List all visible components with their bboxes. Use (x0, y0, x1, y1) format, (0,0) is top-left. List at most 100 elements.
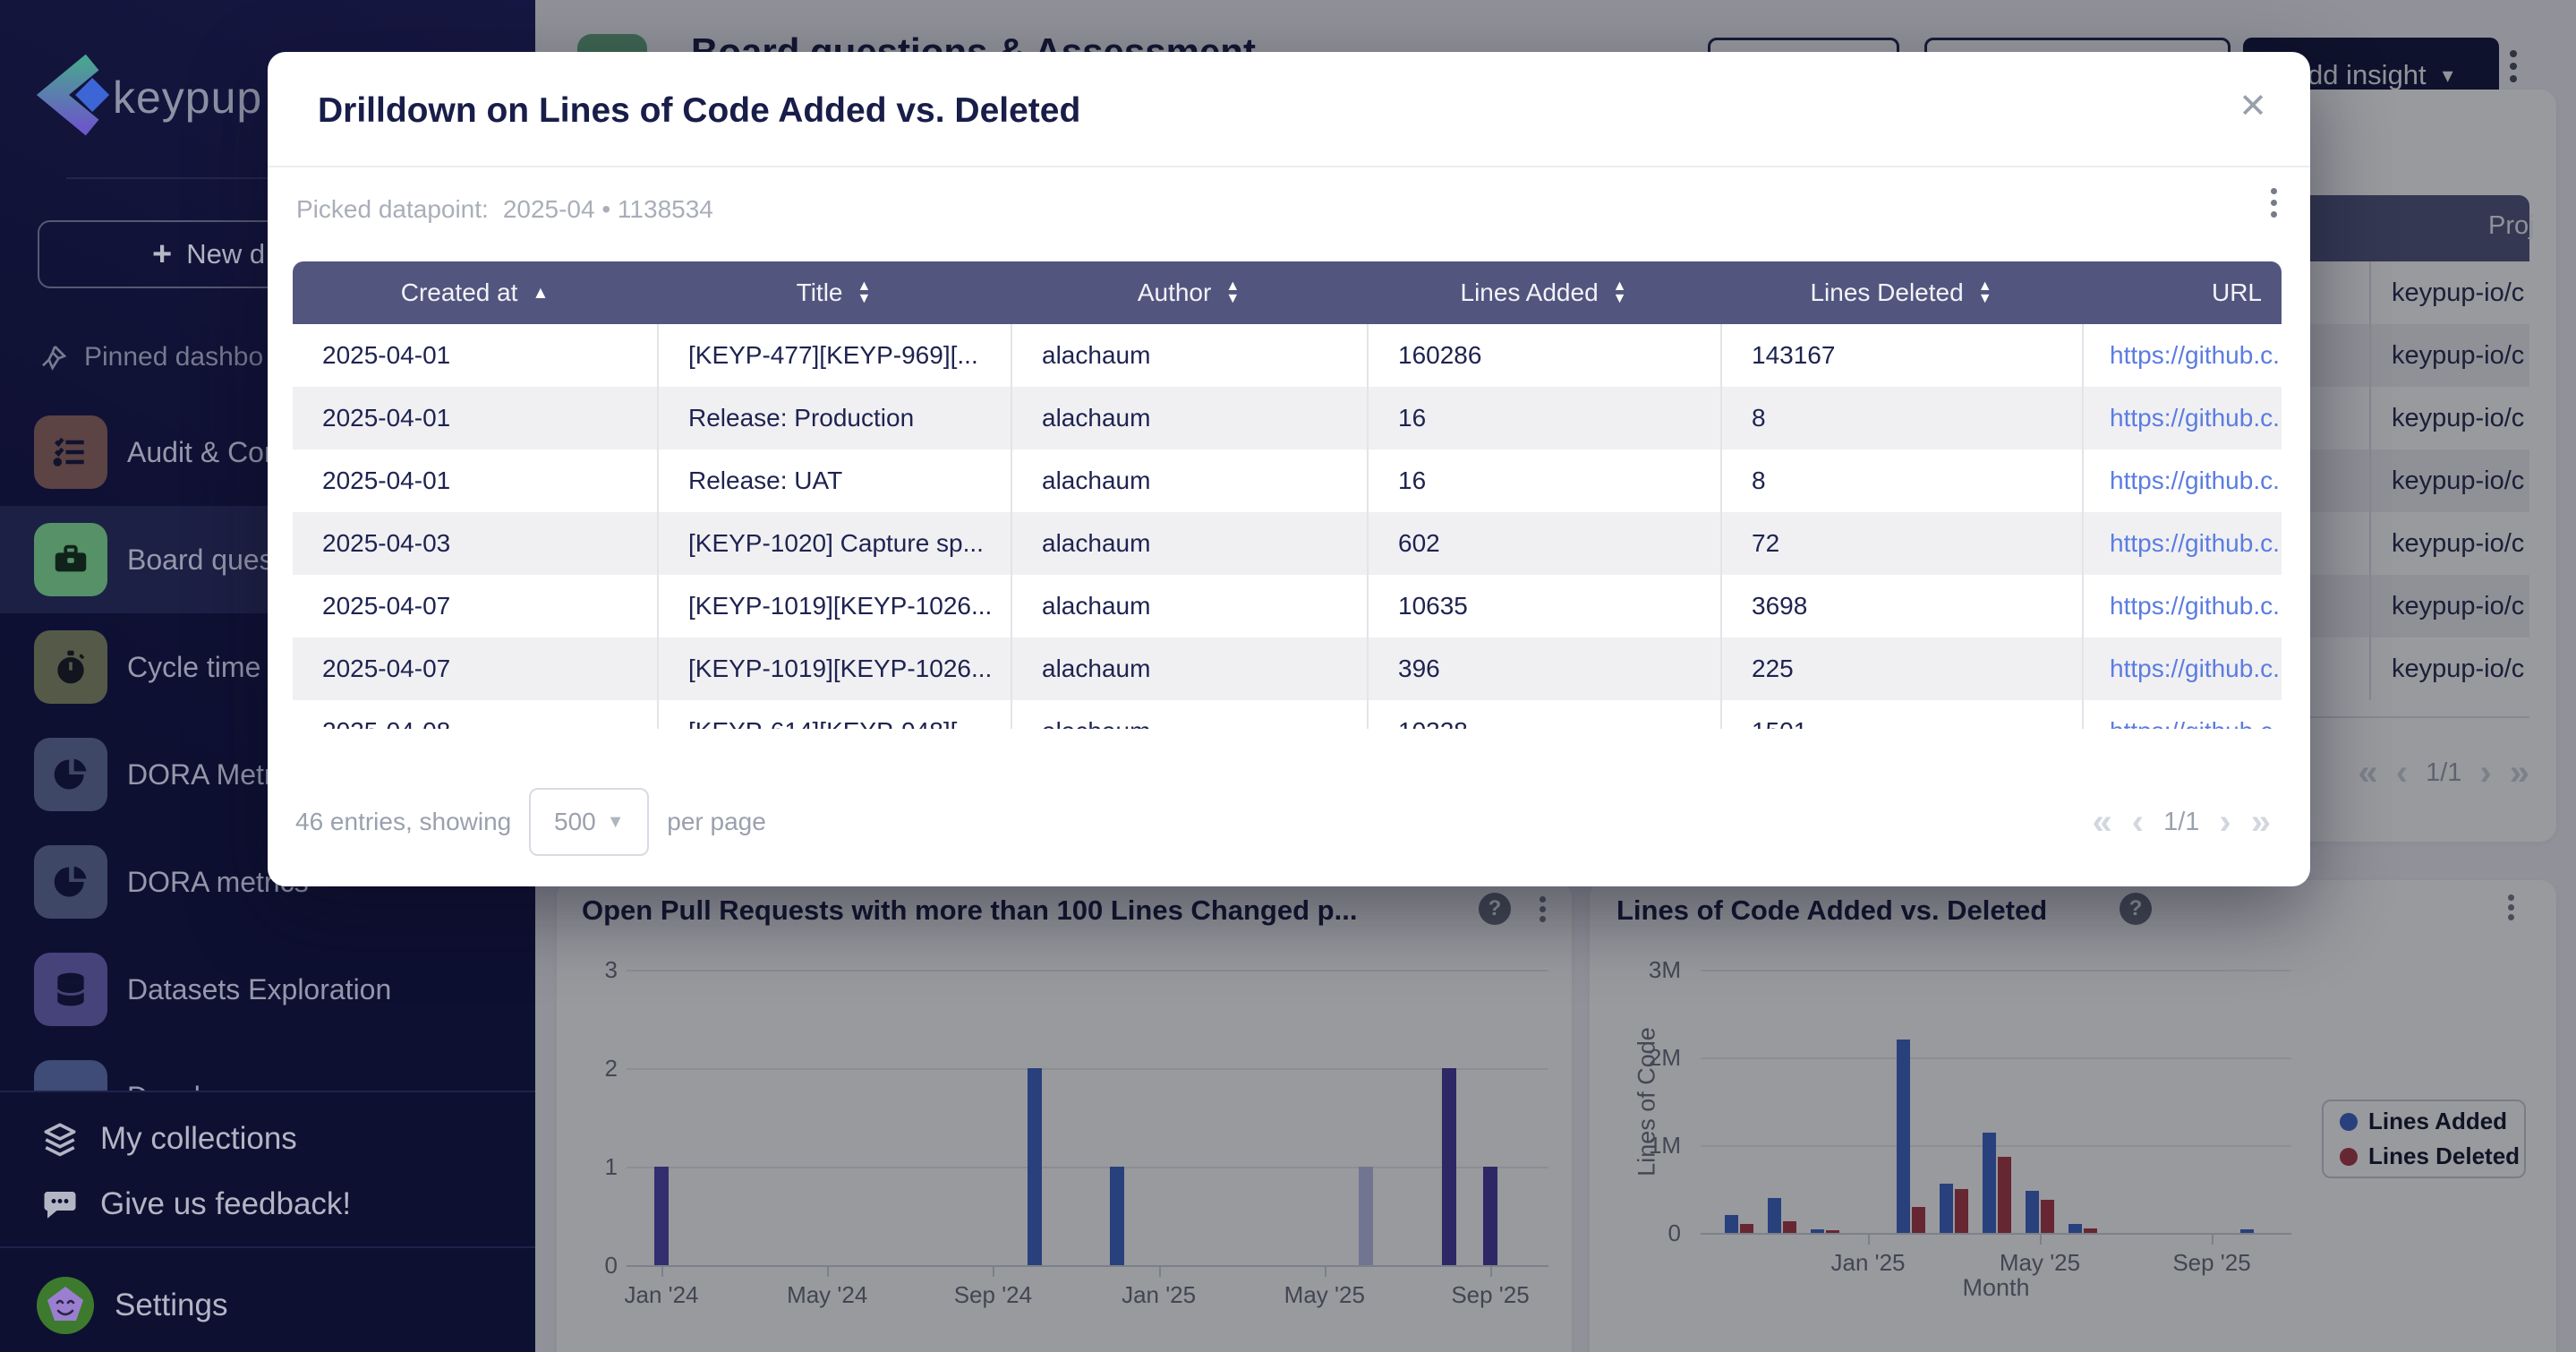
column-header-author[interactable]: Author ▲ ▼ (1137, 278, 1241, 306)
y-tick-label: 0 (1668, 1219, 1681, 1246)
column-header-created-at[interactable]: Created at ▲ (400, 278, 550, 306)
sidebar-item-datasets-exploration[interactable]: Datasets Exploration (0, 936, 535, 1043)
row-url-link[interactable]: https://github.c... (2082, 324, 2282, 387)
bar-Lines-Added (1811, 1229, 1824, 1233)
bar-Lines-Added (1940, 1184, 1953, 1233)
table-cell: alachaum (1011, 449, 1367, 512)
table-cell: [KEYP-1019][KEYP-1026... (657, 575, 1011, 637)
pie-chart-icon (54, 866, 87, 897)
column-header-url[interactable]: URL (2211, 278, 2262, 306)
bar-Lines-Added (2068, 1224, 2082, 1233)
feedback-label: Give us feedback! (100, 1186, 352, 1221)
sidebar-item-label: DORA Metric (127, 757, 294, 791)
drilldown-table-header: Created at ▲ Title ▲ ▼ Author ▲ ▼ Lines Ad… (293, 261, 2282, 324)
x-tick (1490, 1265, 1492, 1277)
sidebar-item-label: Audit & Com (127, 435, 288, 468)
chart-card-loc: Lines of Code Added vs. Deleted ? Lines … (1590, 880, 2556, 1352)
row-url-link[interactable]: https://github.c... (2082, 637, 2282, 700)
header-kebab-menu-icon[interactable] (2510, 50, 2517, 82)
column-header-lines-added[interactable]: Lines Added ▲ ▼ (1460, 278, 1627, 306)
per-page-text: per page (667, 808, 766, 835)
sidebar-item-cycle-time[interactable]: Cycle time d (0, 613, 535, 721)
help-icon[interactable]: ? (2120, 893, 2152, 925)
row-url-link[interactable]: https://github.c... (2082, 575, 2282, 637)
sort-asc-icon: ▲ (532, 283, 550, 303)
bar-Lines-Deleted (1783, 1221, 1796, 1233)
gridline (627, 1068, 1548, 1070)
first-page-icon[interactable]: « (2092, 802, 2112, 842)
prev-page-icon[interactable]: ‹ (2395, 753, 2409, 792)
gridline (1701, 1057, 2291, 1059)
legend-label-deleted: Lines Deleted (2368, 1142, 2521, 1169)
bar-Jan24 (654, 1167, 669, 1265)
next-page-icon[interactable]: › (2219, 802, 2231, 842)
bar-Lines-Deleted (2041, 1199, 2054, 1233)
sort-icon: ▲ ▼ (1612, 278, 1627, 306)
x-tick-label: May '24 (787, 1281, 868, 1308)
sidebar-item-audit-compliance[interactable]: Audit & Com (0, 398, 535, 506)
chart-title: Open Pull Requests with more than 100 Li… (582, 894, 1358, 926)
table-cell: 72 (1720, 512, 2082, 575)
gridline (627, 970, 1548, 971)
table-row: 2025-04-01 [KEYP-477][KEYP-969][... alacha… (293, 324, 2282, 387)
page-size-select[interactable]: 500 ▼ (529, 788, 650, 856)
sidebar-item-label: Cycle time d (127, 650, 286, 683)
x-tick (2212, 1233, 2213, 1245)
x-tick (1158, 1265, 1161, 1277)
table-cell: [KEYP-1020] Capture sp... (657, 512, 1011, 575)
table-cell: 16 (1367, 387, 1720, 449)
divider (0, 1246, 535, 1248)
column-header-lines-deleted[interactable]: Lines Deleted ▲ ▼ (1810, 278, 1992, 306)
table-cell: 2025-04-01 (322, 466, 451, 494)
table-cell: Release: UAT (657, 449, 1011, 512)
table-row: 2025-04-01 Release: Production alachaum 16 8… (293, 387, 2282, 449)
bar-Lines-Added (1725, 1215, 1738, 1233)
last-page-icon[interactable]: » (2250, 802, 2271, 842)
my-collections-item[interactable]: My collections (0, 1101, 535, 1177)
bar-Lines-Added (1983, 1133, 1996, 1233)
close-icon[interactable]: ✕ (2239, 87, 2267, 125)
help-icon[interactable]: ? (1479, 893, 1511, 925)
gridline (1701, 970, 2291, 971)
first-page-icon[interactable]: « (2358, 753, 2378, 792)
row-url-link[interactable]: https://github.c... (2082, 449, 2282, 512)
next-page-icon[interactable]: › (2479, 753, 2492, 792)
pie-chart-icon (54, 758, 87, 790)
table-cell: [KEYP-614][KEYP-948][ (657, 700, 1011, 729)
chart-kebab-menu-icon[interactable] (1540, 896, 1546, 922)
checklist-icon (53, 437, 84, 466)
chart-kebab-menu-icon[interactable] (2508, 894, 2514, 920)
row-url-link[interactable]: https://github.c... (2082, 512, 2282, 575)
last-page-icon[interactable]: » (2509, 753, 2529, 792)
feedback-item[interactable]: Give us feedback! (0, 1167, 535, 1242)
sort-icon: ▲ ▼ (1225, 278, 1241, 306)
table-cell: alachaum (1011, 387, 1367, 449)
add-insight-label: Add insight (2289, 59, 2427, 90)
bar-Lines-Added (2026, 1190, 2039, 1233)
column-header-title[interactable]: Title ▲ ▼ (796, 278, 872, 306)
drilldown-table-body: 2025-04-01 [KEYP-477][KEYP-969][... alacha… (293, 324, 2282, 729)
project-column-label: Proj (2488, 211, 2535, 240)
bar-Lines-Deleted (1912, 1206, 1925, 1233)
sidebar-item-develop-clipped[interactable]: Develop (0, 1043, 535, 1091)
legend-dot-deleted (2340, 1147, 2358, 1166)
prev-page-icon[interactable]: ‹ (2131, 802, 2145, 842)
plus-icon: + (152, 235, 173, 273)
sidebar-item-label: Board quest (127, 543, 282, 576)
legend-dot-added (2340, 1112, 2358, 1131)
select-caret-icon: ▼ (606, 811, 625, 832)
page-size-value: 500 (554, 808, 596, 835)
settings-item[interactable]: Settings (0, 1257, 535, 1352)
y-tick-label: 0 (604, 1252, 618, 1279)
modal-title: Drilldown on Lines of Code Added vs. Del… (318, 91, 1081, 130)
row-url-link[interactable]: https://github.c... (2082, 700, 2282, 729)
table-cell: 396 (1367, 637, 1720, 700)
picked-datapoint: Picked datapoint: 2025-04 • 1138534 (296, 195, 713, 224)
sidebar-item-dora-metrics-1[interactable]: DORA Metric (0, 721, 535, 828)
table-kebab-menu-icon[interactable] (2271, 188, 2277, 218)
row-url-link[interactable]: https://github.c... (2082, 387, 2282, 449)
table-cell: 602 (1367, 512, 1720, 575)
page-indicator: 1/1 (2426, 757, 2462, 787)
bar-Lines-Added (1768, 1197, 1781, 1233)
